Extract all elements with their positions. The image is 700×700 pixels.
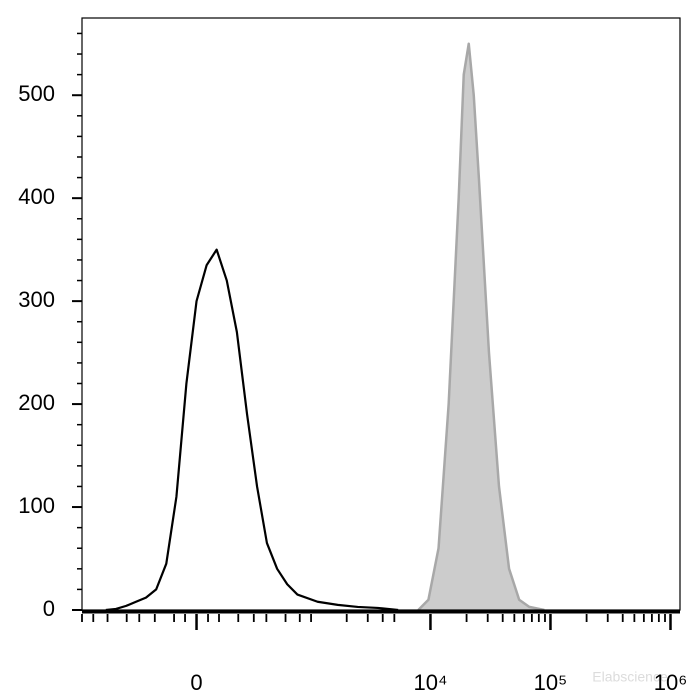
histogram-area	[418, 43, 545, 610]
x-tick-label: 10⁶	[654, 670, 688, 695]
y-tick-label: 200	[18, 390, 55, 415]
watermark: Elabscience	[592, 669, 668, 685]
y-tick-label: 100	[18, 493, 55, 518]
histogram-line	[417, 42, 545, 612]
y-tick-label: 500	[18, 81, 55, 106]
x-tick-label: 0	[190, 670, 202, 695]
x-tick-label: 10⁵	[534, 670, 568, 695]
y-tick-label: 0	[43, 596, 55, 621]
y-tick-label: 300	[18, 287, 55, 312]
histogram-line	[105, 248, 399, 612]
plot-frame	[81, 17, 681, 611]
y-tick-label: 400	[18, 184, 55, 209]
x-tick-label: 10⁴	[413, 670, 447, 695]
